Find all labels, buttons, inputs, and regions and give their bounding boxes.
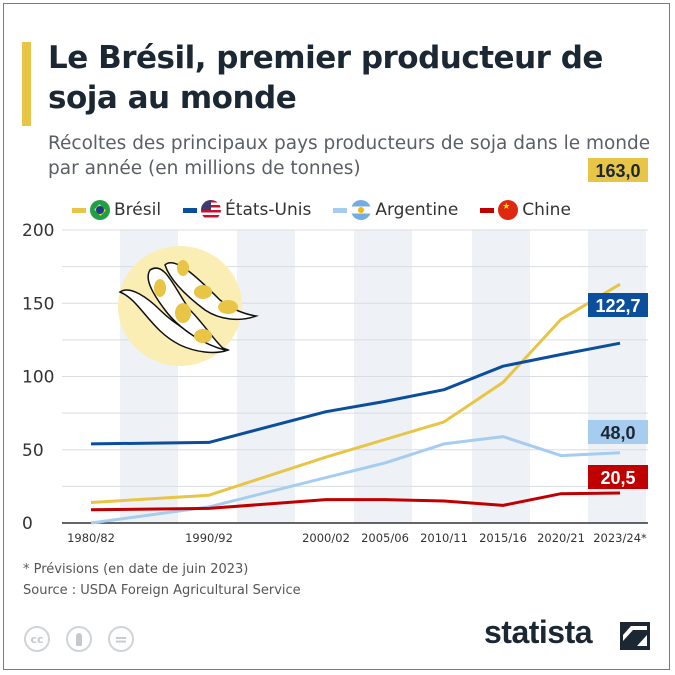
end-value-label: 20,5 bbox=[600, 468, 635, 488]
y-tick-label: 0 bbox=[22, 514, 33, 534]
legend-swatch bbox=[480, 207, 495, 213]
chart-subtitle: Récoltes des principaux pays producteurs… bbox=[48, 133, 651, 179]
series-line-2 bbox=[90, 435, 621, 525]
x-tick-label: 1980/82 bbox=[67, 531, 115, 545]
y-tick-label: 50 bbox=[22, 441, 44, 461]
end-value-label: 163,0 bbox=[595, 161, 640, 181]
y-tick-label: 200 bbox=[22, 221, 54, 241]
x-tick-label: 2010/11 bbox=[420, 531, 468, 545]
soybean-illustration bbox=[118, 246, 259, 366]
end-value-label: 48,0 bbox=[600, 423, 635, 443]
y-tick-label: 100 bbox=[22, 368, 54, 388]
series-line-0 bbox=[90, 282, 621, 504]
footnote: * Prévisions (en date de juin 2023) bbox=[23, 562, 249, 577]
x-tick-label: 2020/21 bbox=[537, 531, 585, 545]
legend: Brésil États-Unis Argentine ★ Chine bbox=[72, 200, 571, 220]
end-label-box bbox=[588, 465, 648, 489]
legend-item-etats-unis: États-Unis bbox=[183, 200, 311, 220]
statista-logo: statista bbox=[484, 614, 593, 650]
legend-swatch bbox=[72, 207, 86, 213]
x-tick-label: 2000/02 bbox=[302, 531, 350, 545]
infographic-card bbox=[3, 3, 670, 670]
cc-icon: cc bbox=[24, 626, 50, 652]
series-line-3 bbox=[90, 491, 621, 512]
series-line-1 bbox=[90, 341, 621, 446]
legend-item-chine: ★ Chine bbox=[480, 200, 571, 220]
statista-logo-mark bbox=[620, 622, 650, 650]
end-label-box bbox=[588, 420, 648, 444]
legend-item-argentine: Argentine bbox=[333, 200, 458, 220]
x-tick-label: 2015/16 bbox=[479, 531, 527, 545]
usa-flag-icon bbox=[201, 200, 222, 220]
legend-label: États-Unis bbox=[225, 200, 312, 220]
end-value-label: 122,7 bbox=[595, 296, 640, 316]
x-tick-label: 1990/92 bbox=[185, 531, 233, 545]
legend-label: Chine bbox=[522, 200, 571, 220]
end-label-box bbox=[588, 158, 648, 182]
x-tick-label: 2005/06 bbox=[361, 531, 409, 545]
legend-swatch bbox=[333, 207, 348, 213]
legend-item-bresil: Brésil bbox=[72, 200, 161, 220]
legend-label: Argentine bbox=[375, 200, 459, 220]
legend-label: Brésil bbox=[114, 200, 162, 220]
attribution-icon bbox=[66, 626, 92, 652]
chart-title: Le Brésil, premier producteur de soja au… bbox=[48, 40, 603, 116]
end-label-box bbox=[588, 293, 648, 317]
legend-swatch bbox=[183, 207, 198, 213]
y-tick-label: 150 bbox=[22, 294, 54, 314]
no-derivatives-icon: = bbox=[108, 626, 134, 652]
title-accent-bar bbox=[22, 42, 31, 126]
brazil-flag-icon bbox=[90, 200, 110, 220]
x-tick-label: 2023/24* bbox=[593, 531, 647, 545]
argentina-flag-icon bbox=[351, 200, 372, 220]
china-flag-icon: ★ bbox=[498, 200, 519, 220]
source: Source : USDA Foreign Agricultural Servi… bbox=[23, 583, 301, 598]
